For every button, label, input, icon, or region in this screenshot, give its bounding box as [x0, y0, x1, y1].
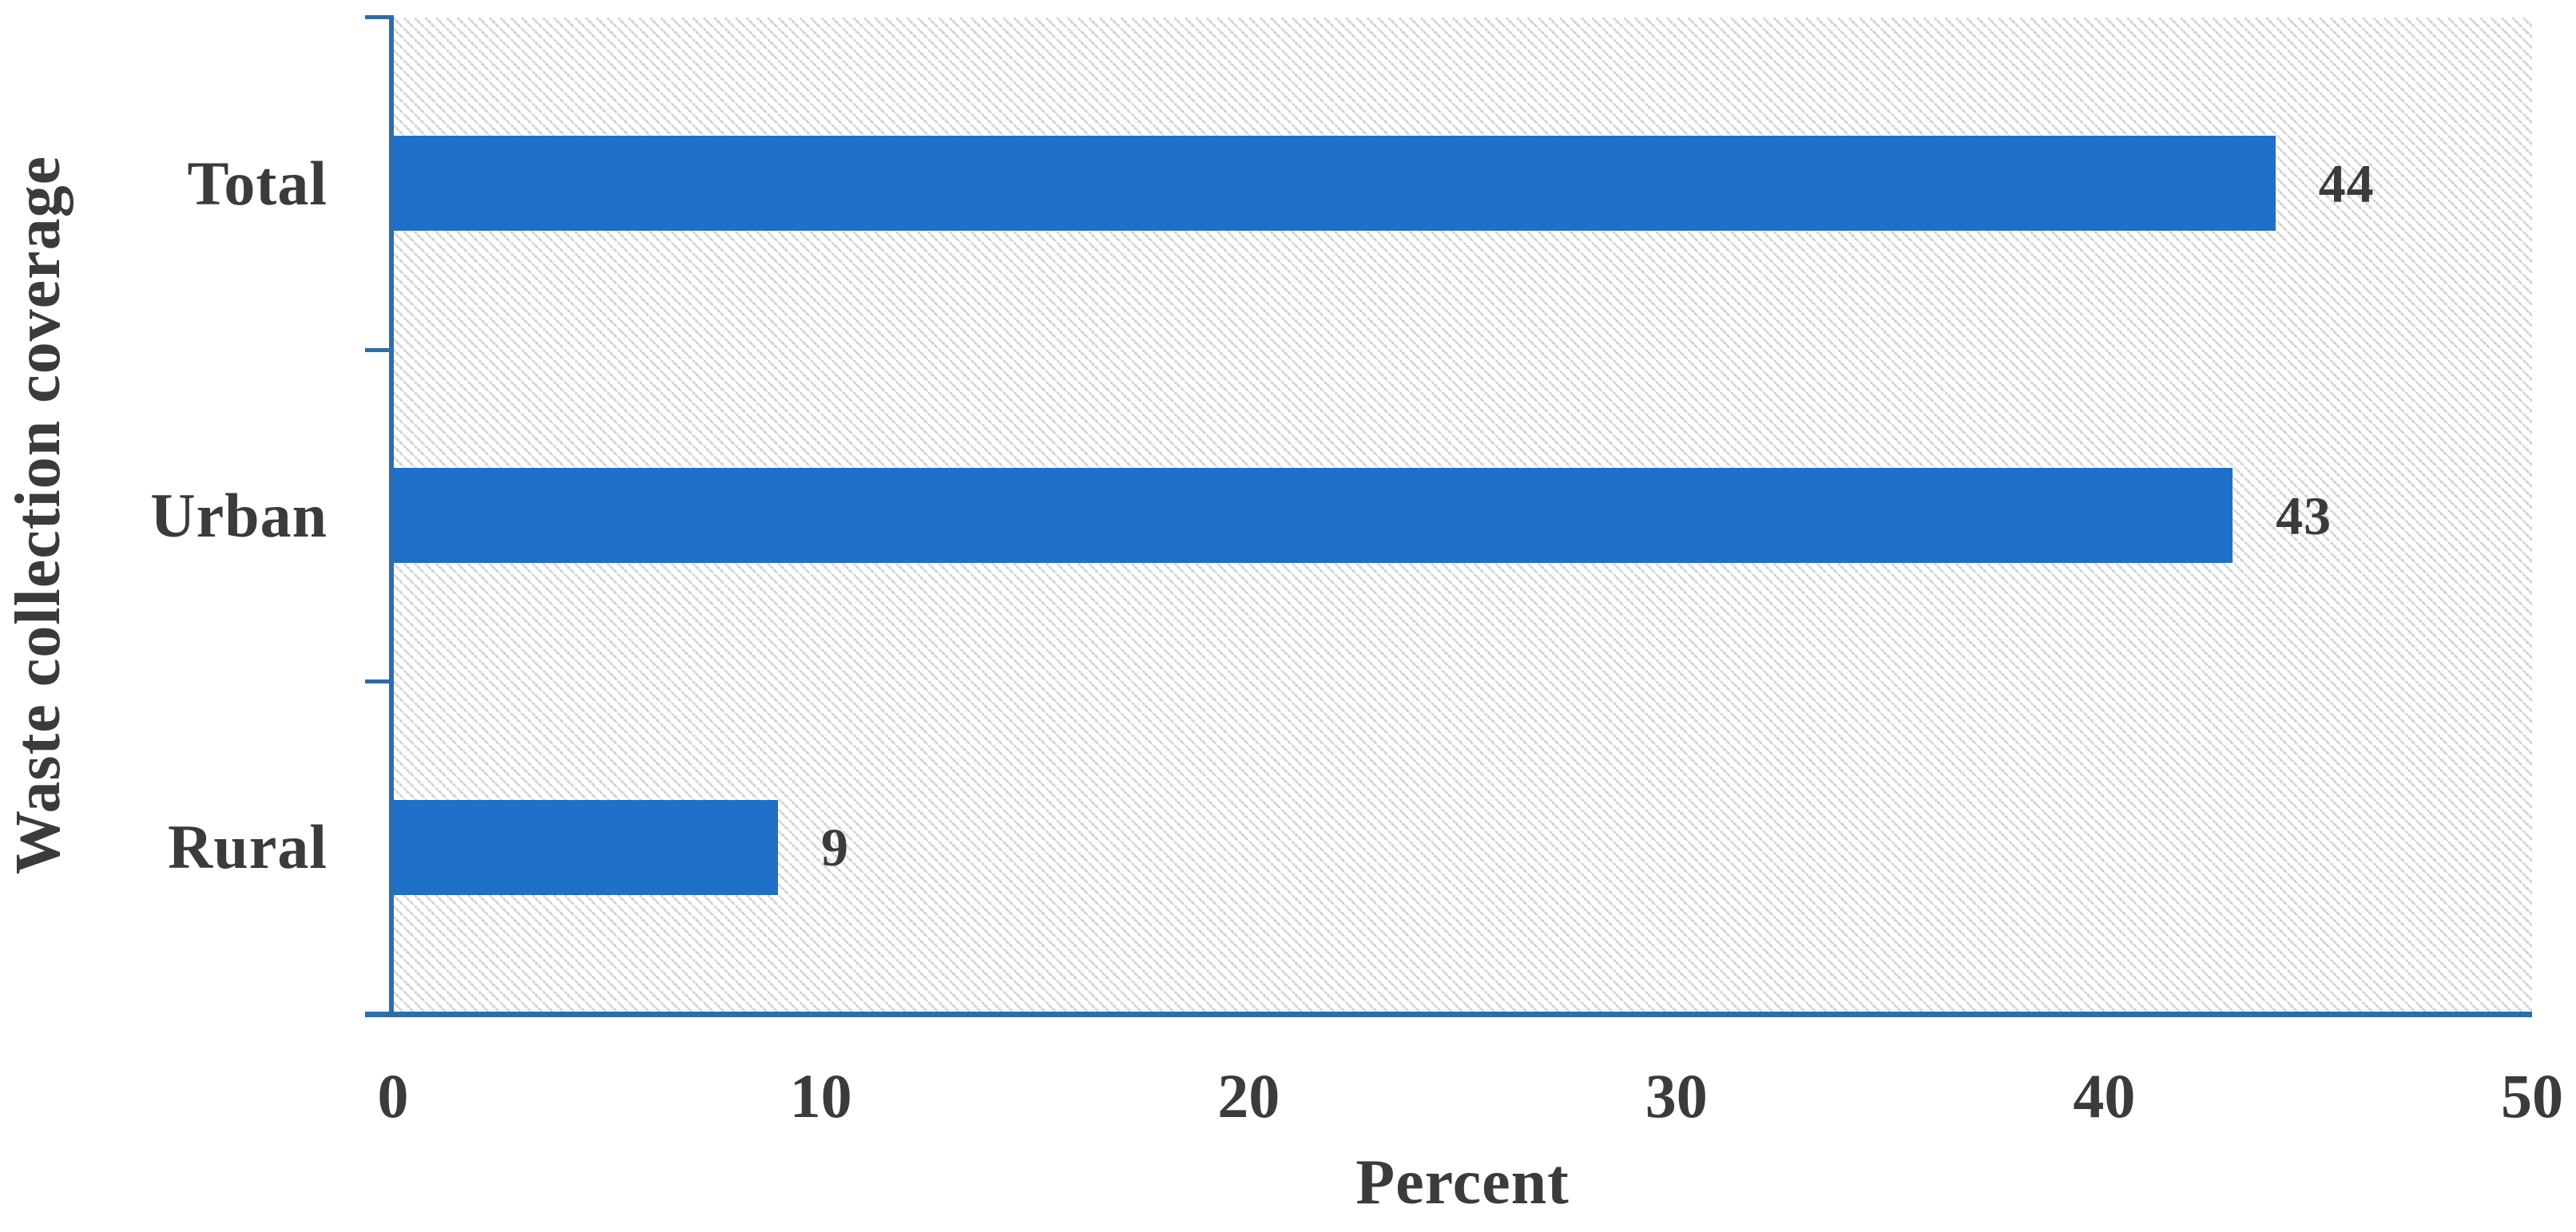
bar-rows: 44 43 9: [393, 18, 2532, 1013]
x-tick-label-10: 10: [789, 1061, 852, 1131]
value-label-urban: 43: [2276, 485, 2332, 546]
category-axis-labels: Total Urban Rural: [0, 18, 327, 1013]
x-tick-label-30: 30: [1645, 1061, 1708, 1131]
value-label-rural: 9: [821, 817, 850, 878]
x-axis-tick-labels: 0 10 20 30 40 50: [378, 1061, 2564, 1137]
bar-row-urban: 43: [393, 350, 2532, 682]
category-label-urban: Urban: [150, 480, 327, 550]
x-tick-label-0: 0: [377, 1061, 409, 1131]
bar-total: [393, 136, 2276, 232]
bar-row-total: 44: [393, 18, 2532, 350]
x-tick-label-40: 40: [2073, 1061, 2136, 1131]
value-label-total: 44: [2318, 153, 2375, 214]
y-axis-line: [389, 15, 394, 1016]
y-axis-tick-middle-2: [365, 679, 394, 683]
bar-rural: [393, 799, 779, 895]
y-axis-tick-middle-1: [365, 348, 394, 352]
category-label-rural: Rural: [168, 812, 327, 882]
bar-row-rural: 9: [393, 681, 2532, 1013]
y-axis-tick-top: [365, 15, 394, 19]
category-label-total: Total: [187, 148, 327, 218]
bar-urban: [393, 468, 2233, 563]
plot-area: 44 43 9: [393, 18, 2532, 1013]
x-tick-label-50: 50: [2501, 1061, 2563, 1131]
x-tick-label-20: 20: [1217, 1061, 1280, 1131]
x-axis-line: [365, 1012, 2532, 1017]
x-axis-title: Percent: [1355, 1147, 1570, 1218]
